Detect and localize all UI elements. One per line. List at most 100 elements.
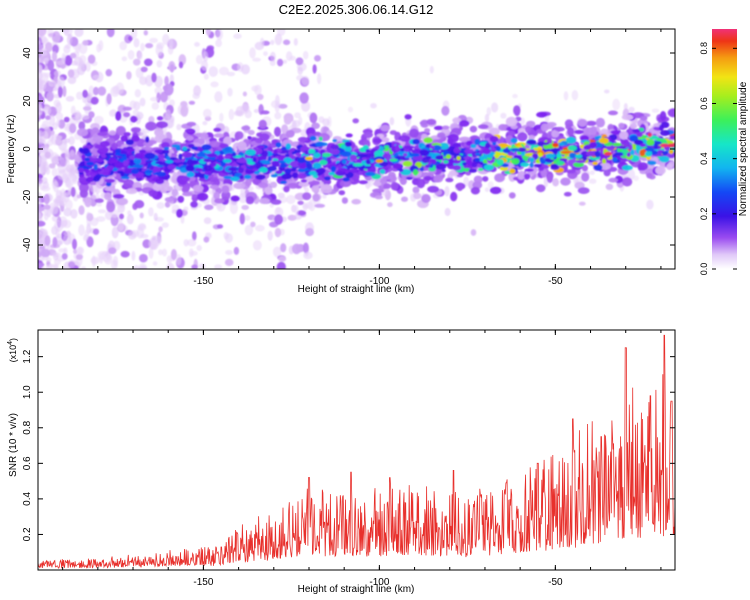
spectrogram-cell [335, 170, 346, 176]
spectrogram-cell [514, 107, 521, 117]
spectrogram-cell [321, 194, 327, 199]
spectrogram-cell [372, 188, 385, 193]
spectrogram-cell [134, 152, 145, 159]
spectrogram-cell [274, 33, 283, 46]
spectrogram-cell [93, 86, 99, 96]
spectrogram-cell [304, 187, 310, 193]
y-tick-label: -20 [22, 189, 33, 204]
spectrogram-cell [554, 126, 565, 132]
spectrogram-cell [234, 110, 243, 117]
spectrogram-cell [286, 116, 294, 122]
spectrogram-cell [129, 159, 134, 164]
spectrogram-cell [567, 127, 575, 137]
snr-axis-ticks: -150 -100 -50 0.2 0.4 0.6 0.8 1.0 1.2 [22, 330, 675, 588]
spectrogram-cell [209, 162, 217, 167]
spectrogram-cell [134, 200, 145, 209]
spectrogram-cell [70, 105, 76, 116]
spectrogram-cell [293, 38, 298, 46]
spectrogram-cell [229, 202, 238, 215]
spectrogram-cell [582, 157, 588, 161]
spectrogram-cell [251, 85, 259, 92]
chart-title: C2E2.2025.306.06.14.G12 [279, 2, 434, 17]
spectrogram-cell [43, 72, 51, 78]
spectrogram-cell [629, 149, 635, 155]
spectrogram-cell [373, 181, 382, 187]
spectrogram-cell [117, 104, 127, 114]
spectrogram-cell [463, 156, 470, 160]
spectrogram-cell [352, 163, 363, 167]
spectrogram-cell [633, 175, 639, 182]
spectrogram-cell [210, 81, 219, 88]
spectrogram-cell [156, 116, 164, 121]
spectrogram-cell [659, 155, 670, 163]
spectrogram-cell [475, 152, 481, 156]
spectrogram-cell [53, 252, 59, 261]
snr-xlabel: Height of straight line (km) [298, 584, 415, 595]
spectrogram-cell [105, 69, 113, 77]
spectrogram-cell [330, 165, 337, 173]
spectrogram-cell [532, 153, 539, 159]
spectrogram-cell [167, 164, 176, 170]
spectrogram-cell [312, 64, 317, 74]
spectrogram-cell [456, 155, 461, 161]
y-tick-label: 0.8 [22, 420, 33, 434]
spectrogram-cell [97, 86, 107, 96]
spectrogram-cell [564, 119, 574, 128]
spectrogram-cell [526, 120, 536, 128]
spectrogram-cell [260, 37, 265, 47]
spectrogram-cell [151, 72, 157, 83]
spectrogram-cell [284, 168, 292, 174]
spectrogram-cell [441, 105, 450, 116]
spectrogram-cell [144, 169, 154, 174]
spectrogram-cell [137, 50, 143, 60]
spectrogram-cell [56, 233, 62, 239]
spectrogram-cell [270, 199, 282, 205]
spectrogram-cell [104, 187, 115, 192]
spectrogram-cell [263, 51, 268, 56]
spectrogram-cell [639, 149, 646, 157]
spectrogram-cell [186, 159, 194, 166]
spectrogram-cell [629, 123, 638, 129]
spectrogram-cell [535, 184, 546, 193]
spectrogram-cell [105, 152, 114, 156]
spectrogram-cell [511, 158, 520, 165]
spectrogram-cell [315, 168, 326, 175]
spectrogram-cell [65, 95, 75, 102]
spectrogram-cell [592, 161, 598, 166]
spectrogram-cell [552, 178, 559, 187]
spectrogram-cell [313, 162, 322, 169]
spectrogram-cell [389, 158, 398, 162]
spectrogram-cell [429, 145, 435, 149]
y-tick-label: 40 [22, 47, 33, 59]
spectrogram-cell [171, 188, 179, 197]
spectrogram-cell [139, 253, 148, 263]
spectrogram-cell [202, 121, 208, 126]
spectrogram-cell [639, 115, 648, 121]
spectrogram-cell [61, 253, 68, 260]
spectrogram-cell [646, 139, 655, 146]
spectrogram-cell [345, 133, 353, 138]
spectrogram-cell [208, 66, 218, 77]
spectrogram-cell [214, 264, 223, 269]
spectrogram-cell [198, 263, 206, 269]
spectrogram-cell [215, 29, 223, 41]
spectrogram-cell [181, 175, 191, 182]
spectrogram-cell [608, 110, 618, 116]
spectrogram-cell [88, 111, 95, 119]
spectrogram-cell [482, 147, 492, 155]
spectrogram-xlabel: Height of straight line (km) [298, 284, 415, 295]
spectrogram-cell [75, 254, 83, 260]
spectrogram-cell [80, 266, 87, 269]
spectrogram-cell [196, 152, 206, 158]
spectrogram-cell [484, 113, 490, 123]
spectrogram-cell [69, 123, 77, 134]
spectrogram-cell [269, 51, 276, 62]
spectrogram-cell [74, 29, 84, 37]
spectrogram-cell [645, 150, 653, 157]
spectrogram-cell [90, 158, 97, 162]
spectrogram-cell [594, 136, 600, 140]
spectrogram-cell [283, 39, 291, 46]
spectrogram-cell [524, 173, 531, 179]
spectrogram-cell [621, 177, 633, 187]
spectrogram-cell [52, 122, 58, 130]
